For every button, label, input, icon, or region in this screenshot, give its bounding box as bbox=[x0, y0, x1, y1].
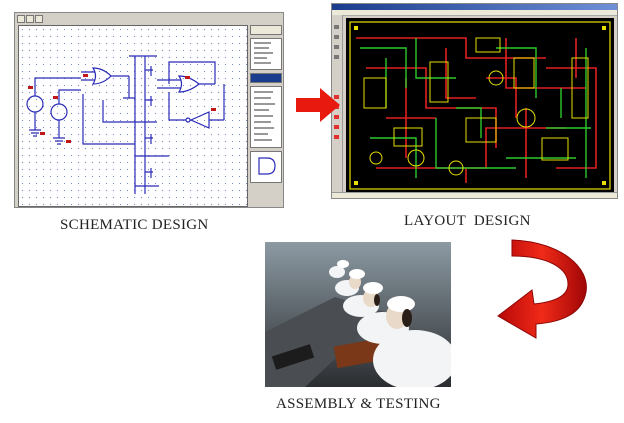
side-panel-title bbox=[250, 73, 282, 83]
voltage-source-1 bbox=[26, 95, 44, 113]
schematic-tab bbox=[17, 15, 25, 23]
layout-menubar bbox=[332, 10, 617, 16]
side-panel-symbol-list bbox=[250, 86, 282, 148]
schematic-tab bbox=[35, 15, 43, 23]
assembly-photo bbox=[265, 242, 451, 387]
right-arrow-icon bbox=[296, 88, 340, 122]
side-panel-preview bbox=[250, 151, 282, 183]
layout-window-screenshot bbox=[331, 3, 618, 199]
schematic-caption: SCHEMATIC DESIGN bbox=[60, 217, 209, 233]
assembly-caption: ASSEMBLY & TESTING bbox=[276, 396, 441, 412]
schematic-tabs bbox=[17, 15, 222, 23]
pcb-component-outlines bbox=[363, 37, 589, 176]
inverter bbox=[189, 111, 210, 129]
side-panel-header bbox=[250, 25, 282, 35]
pcb-green-traces bbox=[360, 38, 591, 178]
side-list-lines bbox=[254, 42, 273, 64]
schematic-side-panels bbox=[250, 25, 282, 205]
pcb-traces-drawing bbox=[349, 21, 611, 190]
pcb-board bbox=[346, 18, 614, 193]
schematic-circuit-drawing bbox=[26, 55, 225, 194]
layout-titlebar bbox=[332, 4, 617, 10]
layout-statusbar bbox=[332, 192, 617, 198]
side-symbol-lines bbox=[254, 91, 275, 141]
curved-arrow-icon bbox=[497, 239, 587, 339]
pcb-pads bbox=[354, 26, 606, 185]
schematic-canvas bbox=[18, 25, 248, 207]
pcb-red-traces bbox=[356, 37, 597, 183]
gate-preview-icon bbox=[258, 157, 276, 175]
layout-caption: LAYOUT DESIGN bbox=[404, 213, 531, 229]
schematic-tab bbox=[26, 15, 34, 23]
voltage-source-2 bbox=[50, 103, 68, 121]
side-panel-list bbox=[250, 38, 282, 70]
assembly-workers-illustration bbox=[265, 242, 451, 387]
or-gate-1 bbox=[91, 67, 112, 85]
schematic-window-screenshot bbox=[14, 12, 284, 208]
